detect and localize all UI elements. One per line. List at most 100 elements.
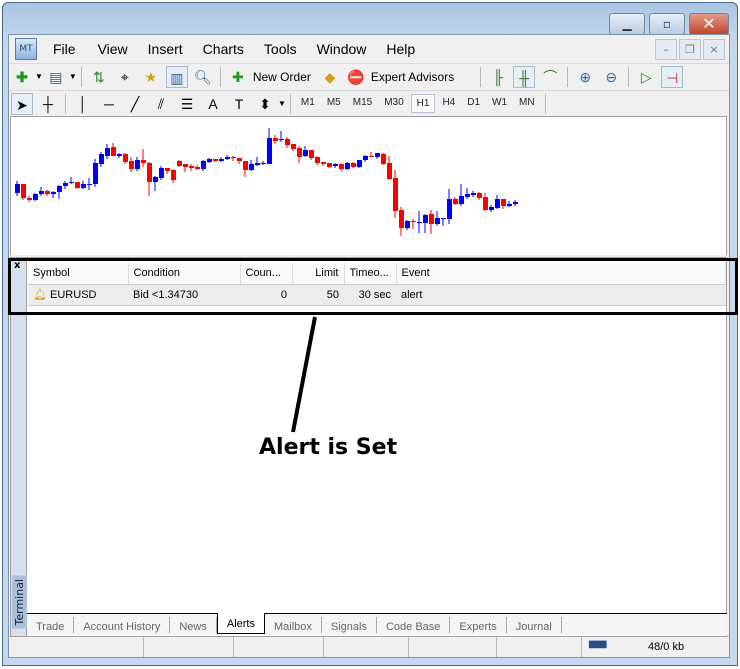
- candle: [63, 181, 68, 189]
- dropdown-arrow-icon[interactable]: ▼: [68, 72, 77, 81]
- candle-body: [399, 210, 404, 228]
- tab-trade[interactable]: Trade: [27, 617, 75, 633]
- profiles-icon[interactable]: ▤: [49, 68, 63, 85]
- tab-signals[interactable]: Signals: [322, 617, 377, 633]
- tab-account-history[interactable]: Account History: [74, 617, 171, 633]
- candle-body: [225, 157, 230, 159]
- vertical-line-icon[interactable]: │: [78, 95, 88, 112]
- timeframe-m5[interactable]: M5: [326, 97, 341, 108]
- candle-body: [237, 158, 242, 161]
- menu-view[interactable]: View: [97, 40, 128, 57]
- cell-condition: Bid <1.34730: [128, 284, 240, 306]
- tab-journal[interactable]: Journal: [507, 617, 562, 633]
- fibonacci-icon[interactable]: ☰: [180, 95, 194, 112]
- tab-code-base[interactable]: Code Base: [377, 617, 451, 633]
- trendline-icon[interactable]: ╱: [130, 95, 140, 112]
- candle-body: [135, 160, 140, 169]
- data-window-icon[interactable]: ⌖: [120, 68, 129, 85]
- candle-body: [417, 222, 422, 223]
- candle-body: [393, 178, 398, 211]
- auto-scroll-icon[interactable]: ▷: [640, 68, 652, 85]
- price-chart[interactable]: [10, 116, 727, 255]
- market-watch-icon[interactable]: ⇅: [92, 68, 105, 85]
- candle-body: [381, 154, 386, 164]
- tab-mailbox[interactable]: Mailbox: [265, 617, 322, 633]
- chart-shift-icon[interactable]: ⊣: [661, 65, 684, 88]
- bar-chart-icon[interactable]: ╟: [493, 68, 504, 85]
- timeframe-h1[interactable]: H1: [410, 94, 436, 113]
- metaeditor-icon[interactable]: ◆: [324, 68, 336, 85]
- cursor-icon[interactable]: ➤: [11, 92, 33, 115]
- menu-help[interactable]: Help: [386, 40, 416, 57]
- candle-body: [51, 192, 56, 194]
- traffic-label: 48/0 kb: [648, 641, 685, 653]
- menu-insert[interactable]: Insert: [147, 40, 183, 57]
- timeframe-d1[interactable]: D1: [467, 97, 481, 108]
- menu-window[interactable]: Window: [316, 40, 367, 57]
- menu-tools[interactable]: Tools: [263, 40, 297, 57]
- terminal-icon[interactable]: ▥: [165, 65, 188, 88]
- menu-charts[interactable]: Charts: [202, 40, 244, 57]
- timeframe-m1[interactable]: M1: [300, 97, 315, 108]
- col-timeout[interactable]: Timeo...: [344, 263, 397, 285]
- candlestick-icon[interactable]: ╫: [513, 65, 536, 88]
- tab-news[interactable]: News: [170, 617, 217, 633]
- new-chart-icon[interactable]: ✚: [16, 68, 28, 85]
- timeframe-m30[interactable]: M30: [384, 97, 404, 108]
- line-chart-icon[interactable]: ⌒: [543, 68, 558, 85]
- candle: [255, 157, 260, 166]
- table-row[interactable]: 🔔︎ EURUSD Bid <1.34730 0 50 30 sec alert: [28, 284, 726, 306]
- new-order-icon[interactable]: ✚: [231, 68, 244, 85]
- col-symbol[interactable]: Symbol: [28, 263, 129, 285]
- arrows-icon[interactable]: ⬍: [259, 95, 271, 112]
- col-condition[interactable]: Condition: [128, 263, 241, 285]
- candle-body: [99, 154, 104, 164]
- equidistant-channel-icon[interactable]: ⫽: [157, 95, 165, 112]
- candle: [315, 156, 320, 165]
- candle: [411, 219, 416, 229]
- candle: [117, 153, 122, 158]
- horizontal-line-icon[interactable]: ─: [104, 95, 114, 112]
- crosshair-icon[interactable]: ┼: [43, 95, 53, 112]
- mdi-restore-button[interactable]: ❐: [679, 39, 701, 60]
- timeframe-m15[interactable]: M15: [352, 97, 373, 108]
- text-icon[interactable]: A: [208, 95, 218, 112]
- navigator-icon[interactable]: ★: [144, 68, 158, 85]
- menu-file[interactable]: File: [53, 40, 76, 57]
- candle-body: [45, 191, 50, 194]
- candle-body: [327, 163, 332, 167]
- dropdown-arrow-icon[interactable]: ▼: [35, 72, 43, 81]
- expert-advisors-icon[interactable]: ⛔: [347, 68, 365, 85]
- col-limit[interactable]: Limit: [292, 263, 345, 285]
- expert-advisors-button[interactable]: Expert Advisors: [370, 69, 455, 84]
- timeframe-h4[interactable]: H4: [442, 97, 456, 108]
- zoom-in-icon[interactable]: ⊕: [579, 68, 592, 85]
- timeframe-w1[interactable]: W1: [492, 97, 508, 108]
- dropdown-arrow-icon[interactable]: ▼: [278, 99, 286, 108]
- text-label-icon[interactable]: T: [234, 95, 244, 112]
- candle-body: [195, 167, 200, 169]
- app-icon[interactable]: MT: [15, 37, 37, 60]
- col-event[interactable]: Event: [396, 263, 726, 285]
- candle-body: [291, 144, 296, 149]
- tab-experts[interactable]: Experts: [450, 617, 507, 633]
- candle: [267, 128, 272, 164]
- candle: [183, 164, 188, 172]
- cell-limit: 50: [292, 284, 344, 306]
- terminal-close-button[interactable]: x: [14, 260, 21, 271]
- timeframe-mn[interactable]: MN: [519, 97, 535, 108]
- strategy-tester-icon[interactable]: 🔍︎: [193, 68, 212, 85]
- tab-alerts[interactable]: Alerts: [216, 613, 265, 634]
- candle-body: [153, 177, 158, 182]
- new-order-button[interactable]: New Order: [252, 69, 311, 84]
- col-counter[interactable]: Coun...: [240, 263, 293, 285]
- zoom-out-icon[interactable]: ⊖: [605, 68, 618, 85]
- candle-body: [39, 191, 44, 194]
- candle: [33, 193, 38, 201]
- mdi-close-button[interactable]: ×: [703, 39, 725, 60]
- candle: [189, 164, 194, 171]
- candle-body: [207, 159, 212, 162]
- candle: [309, 150, 314, 160]
- mdi-minimize-button[interactable]: –: [655, 39, 677, 60]
- candle: [93, 159, 98, 187]
